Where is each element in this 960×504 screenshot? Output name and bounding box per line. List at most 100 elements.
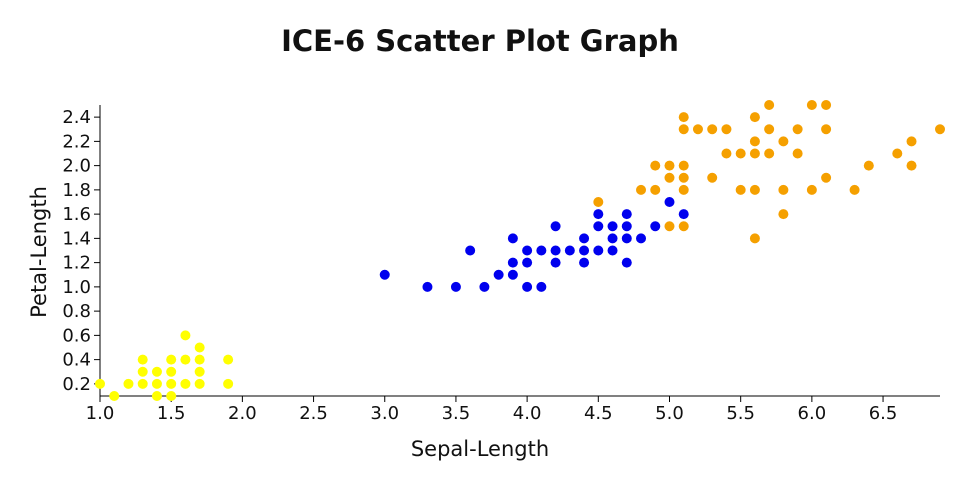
data-point [194, 342, 205, 353]
data-point [621, 221, 632, 232]
data-point [151, 366, 162, 377]
y-tick-label: 1.4 [62, 228, 91, 249]
data-point [906, 160, 917, 171]
data-point [892, 148, 903, 159]
data-point [109, 391, 120, 401]
data-point [550, 257, 561, 268]
x-tick-label: 4.5 [584, 403, 613, 424]
data-point [223, 378, 234, 389]
y-tick-label: 1.0 [62, 277, 91, 298]
x-tick-label: 1.5 [157, 403, 186, 424]
data-point [749, 112, 760, 123]
data-point [465, 245, 476, 256]
data-point [123, 378, 134, 389]
data-point [735, 148, 746, 159]
data-point [664, 221, 675, 232]
data-point [479, 281, 490, 292]
x-axis-label: Sepal-Length [411, 437, 549, 461]
data-point [522, 245, 533, 256]
data-point [621, 209, 632, 220]
data-point [607, 221, 618, 232]
x-tick-label: 3.5 [442, 403, 471, 424]
x-tick-label: 6.0 [798, 403, 827, 424]
data-point [721, 124, 732, 135]
data-point [493, 269, 504, 280]
data-point [137, 378, 148, 389]
data-point [607, 245, 618, 256]
data-point [550, 221, 561, 232]
data-point [806, 100, 817, 110]
data-point [593, 209, 604, 220]
y-tick-label: 0.6 [62, 325, 91, 346]
y-tick-label: 1.2 [62, 253, 91, 274]
data-point [137, 354, 148, 365]
data-point [749, 233, 760, 244]
data-point [821, 124, 832, 135]
data-point [636, 233, 647, 244]
y-tick-label: 1.8 [62, 180, 91, 201]
axes: 1.0 1.5 2.0 2.5 3.0 3.5 4.0 4.5 5.0 5.5 6.0 6.5 0.2 0… [62, 105, 940, 424]
chart-title: ICE-6 Scatter Plot Graph [281, 24, 679, 58]
data-point [664, 197, 675, 207]
data-point [707, 124, 718, 135]
x-tick-label: 5.5 [726, 403, 755, 424]
data-point [621, 257, 632, 268]
data-point [151, 378, 162, 389]
data-point [792, 124, 803, 135]
data-point [806, 184, 817, 195]
data-point [579, 257, 590, 268]
data-point [678, 184, 689, 195]
data-point [792, 148, 803, 159]
data-point [450, 281, 461, 292]
data-point [422, 281, 433, 292]
data-point [849, 184, 860, 195]
data-point [550, 245, 561, 256]
data-point [778, 136, 789, 147]
data-point [536, 245, 547, 256]
data-point [194, 366, 205, 377]
data-point [678, 221, 689, 232]
data-point [721, 148, 732, 159]
data-point [636, 184, 647, 195]
data-point [180, 354, 191, 365]
data-point [593, 245, 604, 256]
data-point [678, 124, 689, 135]
data-point [579, 245, 590, 256]
data-point [151, 391, 162, 401]
data-point [166, 366, 177, 377]
data-point [507, 269, 518, 280]
data-point [735, 184, 746, 195]
y-tick-label: 0.8 [62, 301, 91, 322]
y-tick-label: 2.4 [62, 107, 91, 128]
data-point [821, 100, 832, 110]
data-point [166, 354, 177, 365]
y-axis-label: Petal-Length [27, 186, 51, 318]
data-point [678, 112, 689, 123]
data-point [180, 330, 191, 341]
data-point [579, 233, 590, 244]
data-point [593, 197, 604, 207]
data-point [749, 148, 760, 159]
x-tick-label: 4.0 [513, 403, 542, 424]
data-point [778, 209, 789, 220]
data-point [678, 209, 689, 220]
data-point [749, 136, 760, 147]
data-point [621, 233, 632, 244]
data-point [223, 354, 234, 365]
data-point [180, 378, 191, 389]
x-tick-label: 1.0 [86, 403, 115, 424]
x-tick-label: 2.5 [299, 403, 328, 424]
data-point [778, 184, 789, 195]
data-point [522, 281, 533, 292]
data-point [194, 378, 205, 389]
data-point [137, 366, 148, 377]
data-point [764, 148, 775, 159]
x-tick-label: 2.0 [228, 403, 257, 424]
data-point [664, 160, 675, 171]
y-tick-label: 0.2 [62, 374, 91, 395]
data-point [593, 221, 604, 232]
data-point [749, 184, 760, 195]
data-point [507, 257, 518, 268]
data-point [664, 172, 675, 183]
